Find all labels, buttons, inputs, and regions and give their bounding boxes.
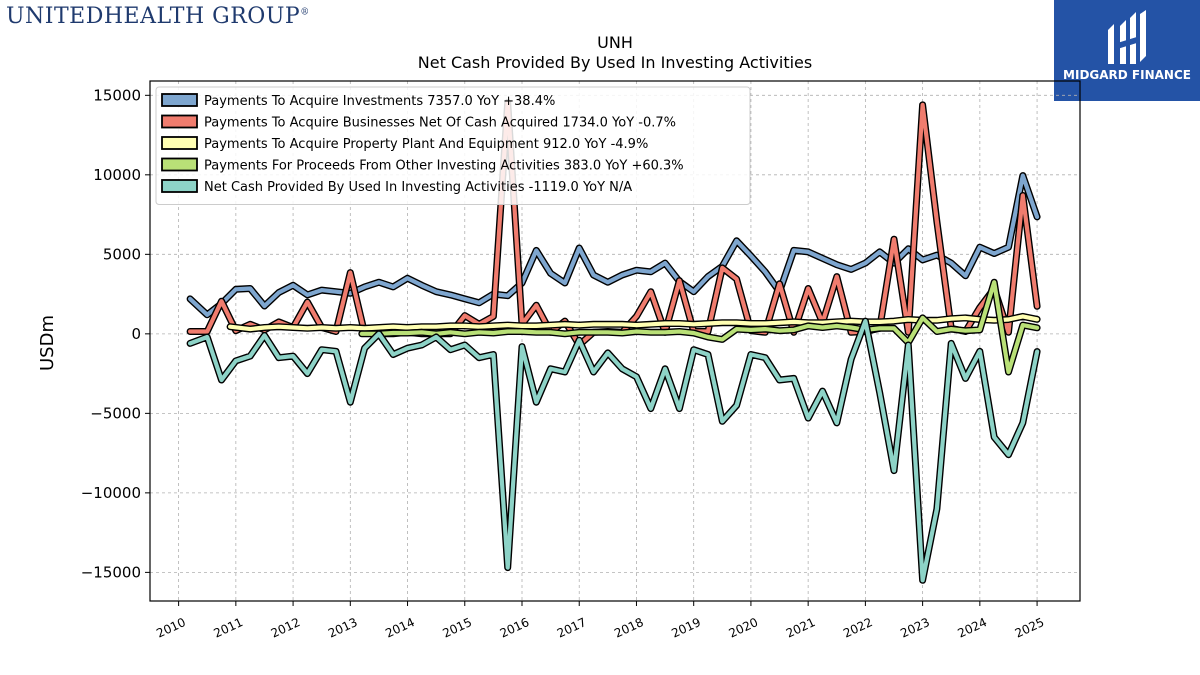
legend-label-5: Net Cash Provided By Used In Investing A… xyxy=(204,180,632,195)
series-line-3 xyxy=(228,314,1040,332)
logo-text: UNITEDHEALTH GROUP xyxy=(6,4,301,29)
y-tick-label: −5000 xyxy=(90,404,141,422)
chart-subtitle: Net Cash Provided By Used In Investing A… xyxy=(418,53,812,72)
chart-title: UNH xyxy=(597,33,633,52)
y-tick-label: 0 xyxy=(131,325,141,343)
x-tick-label: 2010 xyxy=(154,615,188,641)
x-tick-label: 2022 xyxy=(841,615,875,641)
series-line-5 xyxy=(188,319,1040,583)
y-axis: 15000 10000 5000 0 −5000 −10000 −15000 xyxy=(81,86,150,581)
legend-swatch-5 xyxy=(161,179,198,193)
y-tick-label: 5000 xyxy=(103,245,141,263)
x-tick-label: 2023 xyxy=(898,615,932,641)
legend-swatch-4 xyxy=(161,157,198,172)
x-tick-label: 2020 xyxy=(727,615,761,641)
y-tick-label: 10000 xyxy=(93,166,141,184)
unitedhealth-group-logo: UNITEDHEALTH GROUP® xyxy=(6,4,310,29)
legend-swatch-2 xyxy=(161,114,198,129)
legend-box xyxy=(155,86,751,205)
x-tick-label: 2018 xyxy=(612,615,646,641)
x-tick-label: 2021 xyxy=(784,615,818,641)
y-axis-label: USDm xyxy=(37,315,58,371)
legend-swatch-1 xyxy=(161,93,198,107)
legend-swatch-3 xyxy=(161,136,198,150)
x-tick-label: 2016 xyxy=(498,615,532,641)
legend-label-2: Payments To Acquire Businesses Net Of Ca… xyxy=(204,116,676,131)
x-axis: 2010 2011 2012 2013 2014 2015 2016 2017 2018 2019… xyxy=(154,601,1046,641)
x-tick-label: 2015 xyxy=(440,615,474,641)
y-tick-label: −10000 xyxy=(81,484,141,502)
x-tick-label: 2011 xyxy=(212,615,246,641)
legend-label-1: Payments To Acquire Investments 7357.0 Y… xyxy=(204,94,555,109)
midgard-monogram-icon xyxy=(1108,10,1146,64)
y-tick-label: 15000 xyxy=(93,86,141,104)
x-tick-label: 2012 xyxy=(269,615,303,641)
legend-label-4: Payments For Proceeds From Other Investi… xyxy=(204,159,684,174)
series-layer xyxy=(186,99,1041,584)
x-tick-label: 2013 xyxy=(326,615,360,641)
logo-registered-mark: ® xyxy=(300,7,310,18)
y-tick-label: −15000 xyxy=(81,563,141,581)
x-tick-label: 2014 xyxy=(383,615,417,641)
midgard-finance-label: MIDGARD FINANCE xyxy=(1063,68,1191,82)
series-line-4 xyxy=(359,280,1040,375)
x-tick-label: 2019 xyxy=(669,615,703,641)
plot-frame xyxy=(149,80,1081,602)
legend: Payments To Acquire Investments 7357.0 Y… xyxy=(155,86,751,205)
x-tick-label: 2024 xyxy=(956,615,990,641)
x-tick-label: 2017 xyxy=(555,615,589,641)
x-tick-label: 2025 xyxy=(1013,615,1047,641)
legend-label-3: Payments To Acquire Property Plant And E… xyxy=(204,137,648,152)
midgard-finance-logo: MIDGARD FINANCE xyxy=(1054,0,1200,101)
